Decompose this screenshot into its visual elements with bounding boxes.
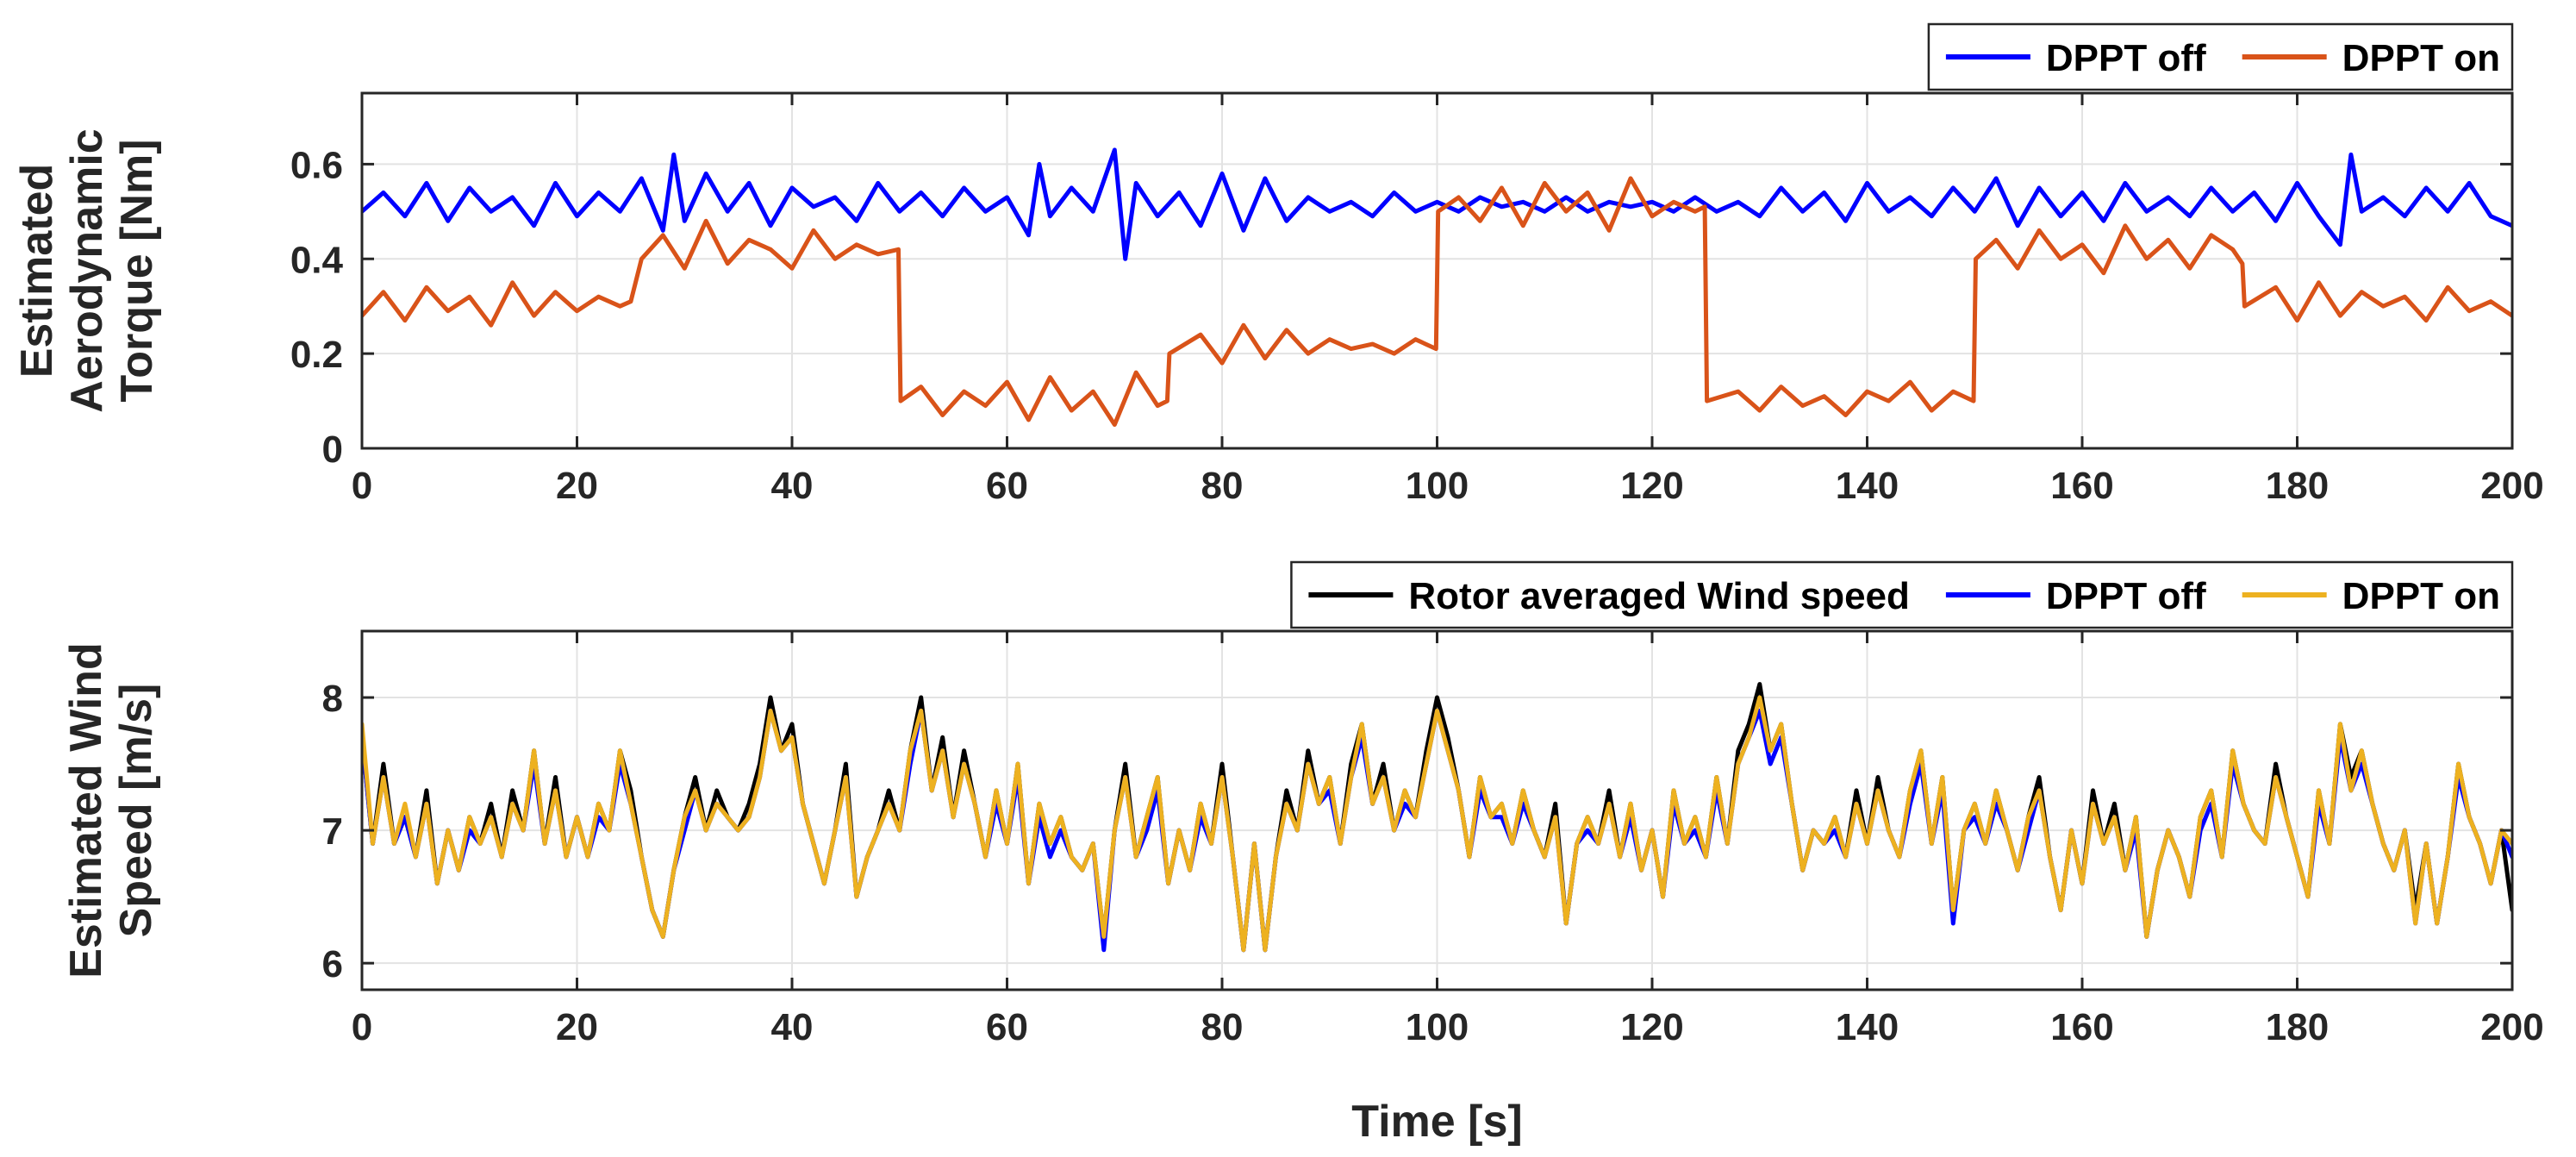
torque-xtick-label: 80 bbox=[1201, 465, 1244, 507]
wind-xtick-label: 160 bbox=[2050, 1006, 2113, 1048]
wind-xtick-label: 180 bbox=[2266, 1006, 2329, 1048]
wind-legend-label: DPPT on bbox=[2342, 575, 2500, 617]
wind-ylabel-line: Estimated Wind bbox=[61, 642, 111, 979]
wind-xtick-label: 100 bbox=[1406, 1006, 1469, 1048]
panels: 0 20 40 60 80 100 120 140 160 180 20000.20.40.6Est… bbox=[12, 22, 2544, 1147]
wind-xtick-label: 20 bbox=[556, 1006, 598, 1048]
torque-legend-label: DPPT on bbox=[2342, 37, 2500, 79]
torque-legend-item-dppt-off: DPPT off bbox=[1945, 37, 2206, 79]
torque-legend: DPPT off DPPT on bbox=[1927, 22, 2514, 91]
wind-legend-label: DPPT off bbox=[2046, 575, 2206, 617]
torque-legend-label: DPPT off bbox=[2046, 37, 2206, 79]
torque-ytick-label: 0.2 bbox=[290, 334, 343, 376]
wind-legend-item-dppt-off: DPPT off bbox=[1945, 575, 2206, 617]
torque-xtick-label: 140 bbox=[1836, 465, 1899, 507]
wind-series-group bbox=[362, 682, 2512, 953]
torque-series-group bbox=[362, 147, 2512, 427]
wind-ytick-label: 6 bbox=[322, 943, 343, 985]
torque-legend-item-dppt-on: DPPT on bbox=[2242, 37, 2500, 79]
torque-xtick-label: 40 bbox=[771, 465, 814, 507]
wind-xtick-label: 200 bbox=[2480, 1006, 2543, 1048]
torque-ytick-label: 0.4 bbox=[290, 239, 344, 281]
torque-xtick-label: 180 bbox=[2266, 465, 2329, 507]
wind-xtick-label: 60 bbox=[986, 1006, 1028, 1048]
wind-ytick-label: 7 bbox=[322, 810, 343, 853]
wind-legend: Rotor averaged Wind speed DPPT off DPPT on bbox=[1290, 560, 2514, 629]
torque-ytick-label: 0 bbox=[322, 428, 343, 471]
wind-ylabel-line: Speed [m/s] bbox=[111, 684, 161, 938]
wind-xlabel: Time [s] bbox=[1351, 1097, 1522, 1147]
torque-series-dppt-on-line bbox=[362, 176, 2512, 427]
torque-xtick-label: 0 bbox=[352, 465, 372, 507]
wind-xtick-label: 40 bbox=[771, 1006, 814, 1048]
torque-xtick-label: 100 bbox=[1406, 465, 1469, 507]
torque-xtick-label: 200 bbox=[2480, 465, 2543, 507]
torque-xtick-label: 60 bbox=[986, 465, 1028, 507]
wind-legend-item-rotor-averaged-wind-speed: Rotor averaged Wind speed bbox=[1308, 575, 1910, 617]
torque-ylabel-line: Aerodynamic bbox=[62, 128, 112, 412]
torque-xtick-label: 120 bbox=[1620, 465, 1683, 507]
torque-ytick-label: 0.6 bbox=[290, 144, 343, 186]
torque-panel: 0 20 40 60 80 100 120 140 160 180 200 0 0.2 0.4 0.6 Est… bbox=[12, 22, 2544, 507]
torque-xtick-label: 20 bbox=[556, 465, 598, 507]
wind-legend-item-dppt-on: DPPT on bbox=[2242, 575, 2500, 617]
torque-ylabel-line: Torque [Nm] bbox=[112, 139, 162, 402]
wind-xtick-label: 140 bbox=[1836, 1006, 1899, 1048]
wind-legend-label: Rotor averaged Wind speed bbox=[1408, 575, 1910, 617]
wind-ytick-label: 8 bbox=[322, 678, 343, 720]
torque-ylabel-line: Estimated bbox=[12, 164, 62, 378]
wind-series-dppt-on-line bbox=[362, 695, 2512, 953]
wind-xtick-label: 80 bbox=[1201, 1006, 1244, 1048]
wind-xtick-label: 120 bbox=[1620, 1006, 1683, 1048]
torque-series-dppt-off-line bbox=[362, 147, 2512, 261]
wind-xtick-label: 0 bbox=[352, 1006, 372, 1048]
torque-xtick-label: 160 bbox=[2050, 465, 2113, 507]
wind-panel: 0 20 40 60 80 100 120 140 160 180 200 6 7 8 Estimated … bbox=[61, 560, 2544, 1147]
